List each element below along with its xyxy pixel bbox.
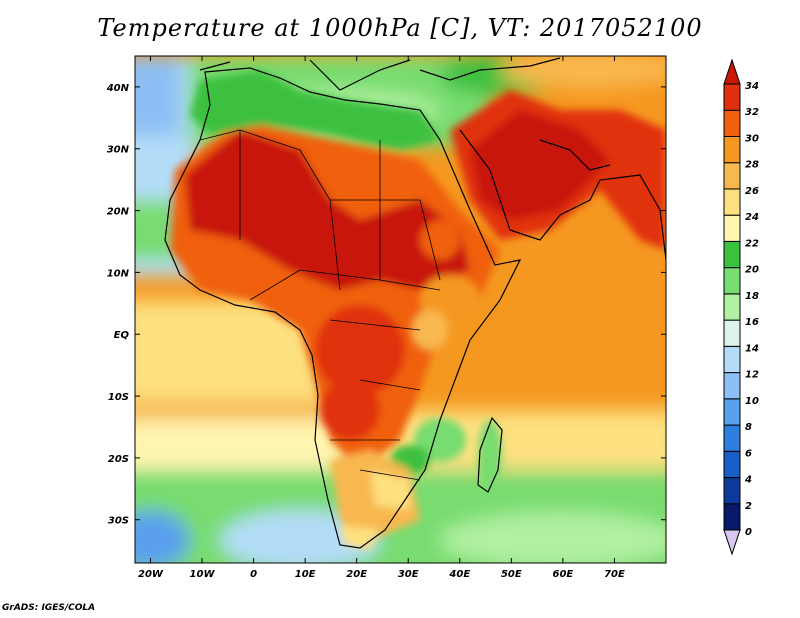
colorbar-label: 24	[745, 212, 759, 223]
y-tick-label: 20S	[108, 454, 129, 465]
x-tick: 0	[250, 56, 257, 580]
africa-coastline	[164, 67, 522, 549]
x-tick-label: 10E	[295, 569, 316, 580]
x-tick: 10E	[295, 56, 316, 580]
colorbar-label: 16	[745, 317, 759, 328]
x-tick-label: 20E	[346, 569, 367, 580]
persian-gulf-coastline	[539, 139, 611, 171]
colorbar-label: 6	[745, 448, 752, 459]
y-tick-label: 10N	[107, 268, 130, 279]
y-tick-label: 30S	[108, 516, 129, 527]
colorbar-label: 30	[745, 133, 759, 144]
x-tick-label: 20W	[138, 569, 164, 580]
madagascar-coastline	[477, 416, 503, 493]
y-tick: EQ	[114, 330, 666, 341]
y-tick: 10S	[108, 392, 666, 403]
x-tick: 40E	[448, 56, 470, 580]
y-tick: 40N	[106, 83, 666, 94]
map-title: Temperature at 1000hPa [C], VT: 20170521…	[97, 14, 703, 42]
arabia-coastline	[459, 129, 666, 261]
x-tick: 70E	[604, 56, 625, 580]
colorbar-swatch	[723, 135, 741, 164]
y-tick: 20S	[108, 454, 666, 465]
y-tick: 30N	[107, 145, 666, 156]
grads-credit: GrADS: IGES/COLA	[2, 603, 96, 613]
colorbar-label: 26	[745, 186, 759, 197]
y-tick-label: 30N	[107, 145, 130, 156]
x-tick-label: 60E	[553, 569, 574, 580]
colorbar-label: 2	[745, 501, 752, 512]
y-tick-label: 40N	[106, 83, 130, 94]
colorbar-label: 22	[745, 238, 759, 249]
colorbar-swatch	[723, 345, 741, 374]
europe-coastline	[199, 57, 561, 91]
x-tick: 60E	[553, 56, 574, 580]
map-frame	[134, 55, 667, 564]
colorbar-label: 4	[744, 475, 752, 486]
borders	[199, 129, 441, 481]
colorbar-under-triangle	[723, 529, 741, 556]
x-tick: 20W	[138, 56, 164, 580]
y-tick-label: EQ	[114, 330, 130, 341]
colorbar-label: 10	[745, 396, 759, 407]
x-tick: 50E	[501, 56, 522, 580]
colorbar-label: 32	[745, 107, 759, 118]
colorbar-swatch	[723, 188, 741, 216]
colorbar-swatch	[723, 267, 741, 295]
colorbar-swatch	[723, 83, 741, 111]
colorbar-swatch	[723, 424, 741, 452]
x-tick-label: 40E	[448, 569, 470, 580]
coastlines	[164, 57, 666, 549]
colorbar-swatch	[723, 372, 741, 400]
colorbar-label: 12	[745, 370, 759, 381]
colorbar-swatch	[723, 293, 741, 321]
colorbar-swatch	[723, 398, 741, 426]
colorbar-label: 28	[745, 160, 759, 171]
x-tick-label: 70E	[604, 569, 625, 580]
y-tick-label: 20N	[107, 207, 130, 218]
y-tick: 20N	[107, 207, 666, 218]
colorbar-label: 14	[745, 343, 759, 354]
x-tick: 30E	[398, 56, 419, 580]
colorbar-label: 20	[745, 265, 759, 276]
x-tick-label: 10W	[190, 569, 216, 580]
map-axes: 20W 10W 0 10E 20E 30E 40E 50E 60E 70E 40N 30N 20N 10N…	[106, 56, 666, 580]
colorbar-swatch	[723, 240, 741, 269]
colorbar-swatch	[723, 214, 741, 242]
colorbar-label: 34	[745, 81, 759, 92]
colorbar-label: 8	[745, 422, 752, 433]
x-tick-label: 30E	[398, 569, 419, 580]
y-tick: 30S	[108, 516, 666, 527]
colorbar-label: 0	[745, 527, 752, 538]
y-tick: 10N	[107, 268, 666, 279]
x-tick: 10W	[190, 56, 216, 580]
y-tick-label: 10S	[108, 392, 129, 403]
x-tick-label: 0	[250, 569, 257, 580]
temperature-field	[135, 56, 666, 563]
colorbar-swatch	[723, 319, 741, 347]
x-tick-label: 50E	[501, 569, 522, 580]
x-tick: 20E	[346, 56, 367, 580]
colorbar-label: 18	[745, 291, 759, 302]
colorbar-swatch	[723, 109, 741, 137]
colorbar-swatch	[723, 503, 741, 531]
colorbar-swatch	[723, 162, 741, 190]
colorbar-over-triangle	[723, 58, 741, 85]
colorbar-swatch	[723, 477, 741, 505]
colorbar-swatch	[723, 450, 741, 479]
